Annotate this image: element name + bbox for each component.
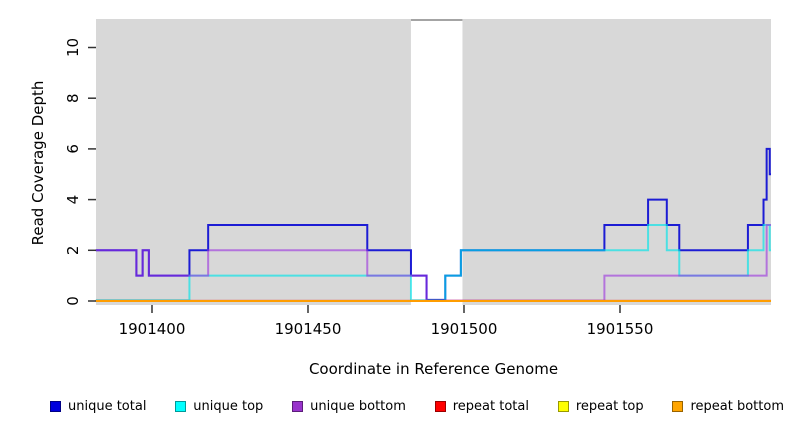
legend-label-repeat-top: repeat top <box>575 399 644 414</box>
gap-region <box>410 19 463 305</box>
y-tick-label: 10 <box>64 38 82 57</box>
series-line-unique-top <box>95 223 772 302</box>
y-axis-title: Read Coverage Depth <box>29 80 47 246</box>
legend-item-repeat-total: repeat total <box>434 399 529 414</box>
legend-swatch-unique-bottom <box>292 401 304 412</box>
series-line-unique-bottom <box>95 223 772 302</box>
legend-label-unique-bottom: unique bottom <box>310 399 406 414</box>
legend-item-unique-top: unique top <box>175 399 263 414</box>
legend-label-unique-top: unique top <box>193 399 264 414</box>
legend-swatch-repeat-top <box>557 401 569 412</box>
legend-label-repeat-bottom: repeat bottom <box>690 399 784 414</box>
legend-swatch-unique-top <box>175 401 187 412</box>
y-tick-label: 2 <box>64 246 82 256</box>
x-tick-label: 1901550 <box>587 320 654 338</box>
y-tick-label: 8 <box>64 93 82 103</box>
legend-item-repeat-top: repeat top <box>557 399 644 414</box>
x-tick-label: 1901500 <box>431 320 498 338</box>
y-tick-label: 0 <box>64 296 82 306</box>
x-tick-label: 1901450 <box>275 320 342 338</box>
legend: unique total unique top unique bottom repea… <box>0 399 792 414</box>
legend-swatch-unique-total <box>50 401 61 412</box>
legend-item-repeat-bottom: repeat bottom <box>672 399 784 414</box>
legend-swatch-repeat-total <box>434 401 446 412</box>
y-tick-label: 6 <box>64 144 82 154</box>
legend-label-repeat-total: repeat total <box>452 399 529 414</box>
x-tick-label: 1901400 <box>119 320 186 338</box>
legend-swatch-repeat-bottom <box>672 401 684 412</box>
legend-item-unique-bottom: unique bottom <box>292 399 406 414</box>
legend-label-unique-total: unique total <box>68 399 147 414</box>
x-axis-title: Coordinate in Reference Genome <box>308 360 559 378</box>
y-tick-label: 4 <box>64 195 82 205</box>
legend-item-unique-total: unique total <box>50 399 146 414</box>
